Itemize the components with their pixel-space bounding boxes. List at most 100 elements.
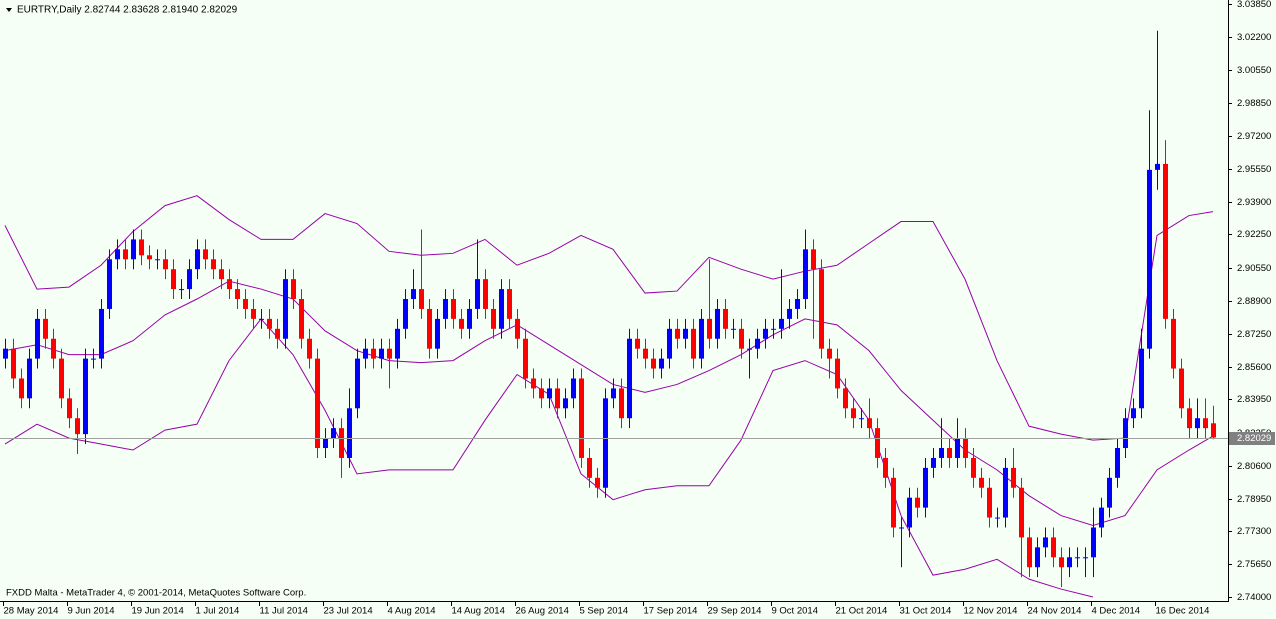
candle-body — [691, 328, 696, 359]
x-tick-label: 23 Jul 2014 — [324, 606, 373, 617]
candle-body — [19, 378, 24, 399]
x-tick-label: 24 Nov 2014 — [1028, 606, 1082, 617]
candle-body — [611, 388, 616, 399]
x-tick-label: 29 Sep 2014 — [708, 606, 762, 617]
y-tick-label: 2.83950 — [1237, 394, 1271, 405]
candle-body — [891, 477, 896, 528]
candle-body — [203, 249, 208, 260]
candle-body — [683, 328, 688, 339]
candle-body — [1003, 467, 1008, 518]
tick-layer: 3.03850 3.02200 3.00550 2.98850 2.97200 2.955… — [3, 0, 1271, 617]
candle-body — [331, 428, 336, 439]
candle-body — [51, 338, 56, 359]
y-tick-label: 2.87250 — [1237, 329, 1271, 340]
y-tick-label: 2.80600 — [1237, 461, 1271, 472]
candle-body — [603, 398, 608, 488]
candle-body — [43, 318, 48, 339]
x-tick-label: 4 Dec 2014 — [1092, 606, 1141, 617]
menu-arrow — [6, 8, 12, 12]
x-tick-label: 16 Dec 2014 — [1156, 606, 1210, 617]
candle-body — [571, 378, 576, 399]
candle-body — [219, 269, 224, 280]
candle-body — [707, 318, 712, 339]
candle-body — [235, 289, 240, 300]
y-tick-label: 3.02200 — [1237, 32, 1271, 43]
front-layer: 2.82029 — [0, 432, 1275, 445]
candles-layer — [3, 30, 1216, 588]
candle-body — [171, 269, 176, 290]
candle-body — [923, 467, 928, 508]
y-tick-label: 3.03850 — [1237, 0, 1271, 10]
candle-body — [299, 299, 304, 339]
candle-body — [715, 308, 720, 339]
candle-body — [539, 388, 544, 399]
x-tick-label: 19 Jun 2014 — [132, 606, 184, 617]
candle-body — [115, 249, 120, 260]
candle-body — [771, 328, 776, 330]
candle-body — [1171, 318, 1176, 369]
candle-body — [347, 408, 352, 458]
candle-body — [459, 318, 464, 329]
candle-body — [635, 338, 640, 349]
y-tick-label: 2.88900 — [1237, 296, 1271, 307]
candle-body — [651, 358, 656, 369]
candle-body — [283, 279, 288, 339]
candle-body — [699, 318, 704, 359]
candle-body — [163, 259, 168, 270]
candle-body — [1011, 467, 1016, 488]
candle-body — [259, 318, 264, 320]
candle-body — [67, 398, 72, 419]
candle-body — [1059, 557, 1064, 568]
candle-body — [899, 527, 904, 529]
candle-body — [627, 338, 632, 419]
candle-body — [251, 308, 256, 319]
candle-body — [275, 328, 280, 339]
candle-body — [643, 348, 648, 359]
x-tick-label: 14 Aug 2014 — [452, 606, 505, 617]
candle-body — [947, 448, 952, 458]
candle-body — [995, 517, 1000, 519]
candle-body — [1107, 477, 1112, 508]
candle-body — [435, 318, 440, 349]
candle-body — [371, 348, 376, 359]
candle-body — [475, 279, 480, 309]
candle-body — [659, 358, 664, 369]
candle-body — [955, 438, 960, 458]
candle-body — [1123, 418, 1128, 449]
y-tick-label: 2.95550 — [1237, 164, 1271, 175]
candle-body — [195, 249, 200, 270]
x-tick-label: 11 Jul 2014 — [260, 606, 308, 617]
candle-body — [1067, 557, 1072, 568]
candle-body — [387, 348, 392, 359]
x-tick-label: 9 Jun 2014 — [68, 606, 115, 617]
candle-body — [1043, 537, 1048, 548]
bollinger-band — [4, 195, 1214, 441]
candle-body — [1155, 163, 1160, 170]
candle-body — [787, 308, 792, 319]
candle-body — [795, 299, 800, 309]
candle-body — [1075, 557, 1080, 559]
candle-body — [1147, 169, 1152, 349]
candle-body — [1019, 487, 1024, 538]
candle-body — [835, 358, 840, 389]
candle-body — [851, 408, 856, 419]
candle-body — [1179, 368, 1184, 409]
candle-body — [747, 348, 752, 350]
candle-body — [555, 388, 560, 409]
candle-body — [619, 388, 624, 419]
candle-body — [467, 308, 472, 329]
candle-body — [379, 348, 384, 359]
candle-body — [595, 477, 600, 488]
candle-body — [1131, 408, 1136, 419]
candle-body — [483, 279, 488, 309]
candle-body — [675, 328, 680, 339]
candle-body — [211, 259, 216, 270]
candle-body — [419, 289, 424, 309]
candle-body — [1139, 348, 1144, 409]
candle-body — [403, 299, 408, 329]
candle-body — [1051, 537, 1056, 558]
y-tick-label: 2.85600 — [1237, 362, 1271, 373]
candle-body — [411, 289, 416, 300]
candle-body — [339, 428, 344, 458]
candle-body — [227, 279, 232, 290]
